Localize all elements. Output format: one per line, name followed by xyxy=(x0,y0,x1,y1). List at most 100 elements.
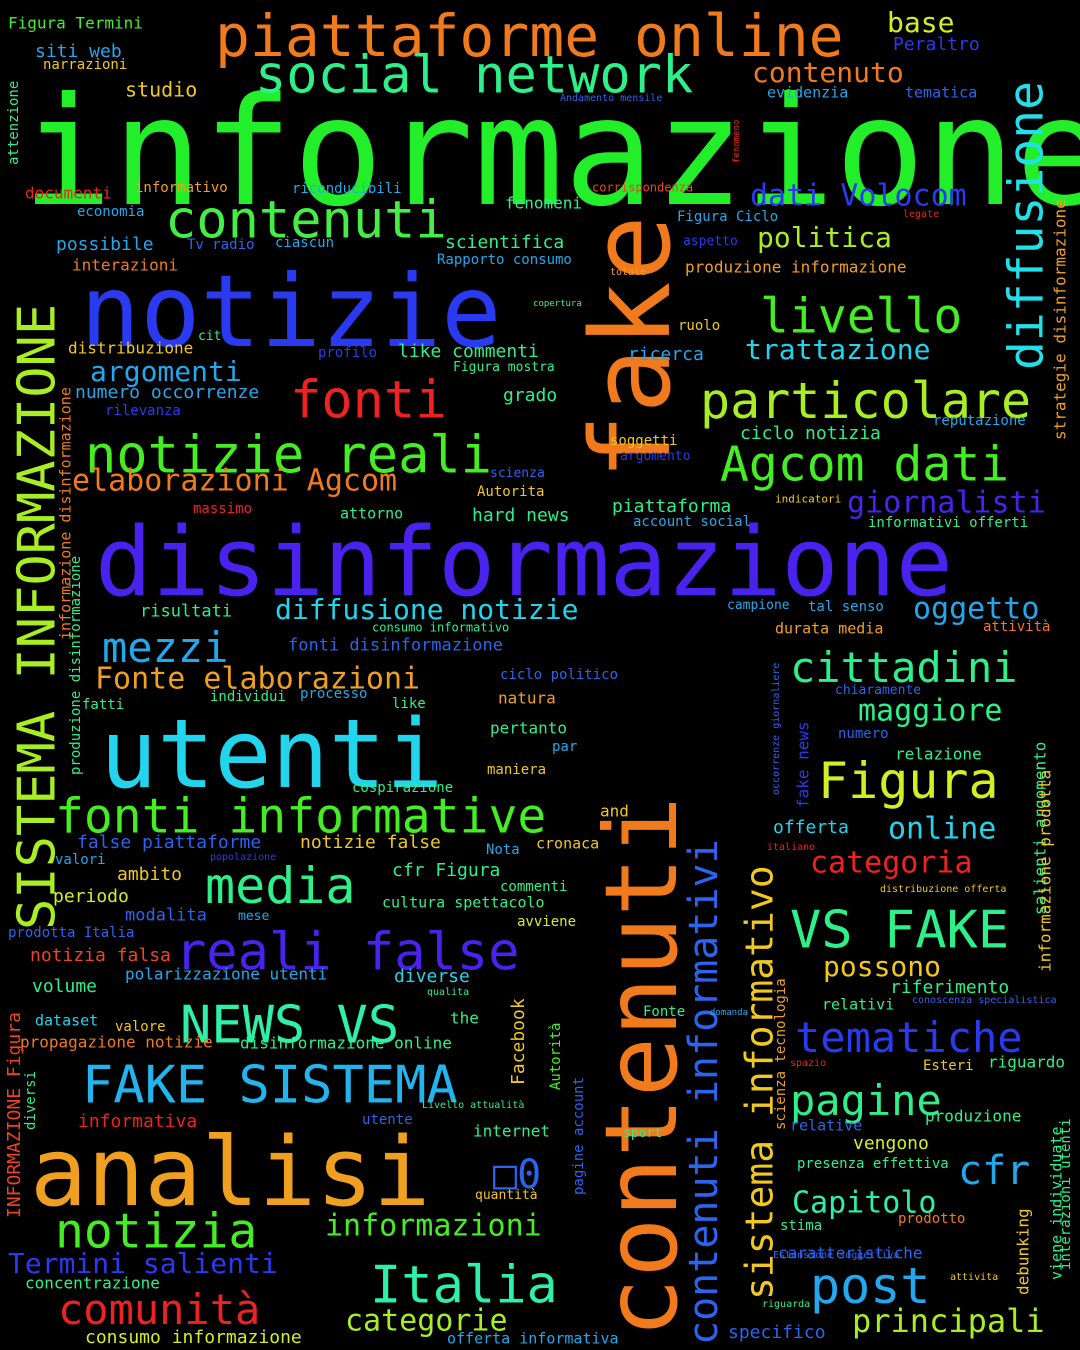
word-durata-media: durata media xyxy=(775,619,884,638)
word-mezzi: mezzi xyxy=(102,623,229,673)
word-informativi-offerti: informativi offerti xyxy=(868,515,1029,532)
word-consumo-informazione: consumo informazione xyxy=(85,1326,302,1348)
word-commenti: commenti xyxy=(500,879,568,896)
word-dati-volocom: dati Volocom xyxy=(750,178,967,214)
word-attenzione: attenzione xyxy=(6,80,23,165)
word-diverse: diverse xyxy=(394,965,470,987)
word-contenuto: contenuto xyxy=(752,56,904,90)
word-consumo-informativo: consumo informativo xyxy=(372,620,510,635)
word-facebook: Facebook xyxy=(507,998,529,1085)
word-documenti: documenti xyxy=(25,183,112,203)
word-informazione: informazione xyxy=(22,66,1080,240)
word-spazio: spazio xyxy=(790,1058,827,1070)
word-tematica: tematica xyxy=(905,83,978,102)
word-relazione: relazione xyxy=(895,744,982,764)
word-figura-termini: Figura Termini xyxy=(8,13,143,33)
word-prodotto: prodotto xyxy=(898,1211,966,1228)
word-cit: cit xyxy=(198,328,222,344)
word-disinformazione-online: disinformazione online xyxy=(240,1033,452,1053)
word-like: like xyxy=(392,696,426,713)
word-indicatori: indicatori xyxy=(775,492,842,506)
word-narrazioni: narrazioni xyxy=(43,57,128,74)
word-maggiore: maggiore xyxy=(858,693,1003,729)
word-argomento: argomento xyxy=(620,448,691,464)
word-maniera: maniera xyxy=(487,762,547,779)
word-cittadini: cittadini xyxy=(790,643,1018,693)
word-produzione-disinformazione: produzione disinformazione xyxy=(68,555,85,775)
word-andamento-mensile: Andamento mensile xyxy=(560,93,663,105)
word-attivita: attivita xyxy=(950,1272,999,1284)
word-informazione-prodotta: informazione prodotta xyxy=(1035,769,1055,972)
word-ricerca: ricerca xyxy=(628,343,704,365)
word-cronaca: cronaca xyxy=(536,834,600,853)
word-polarizzazione-utenti: polarizzazione utenti xyxy=(125,964,328,984)
word-profilo: profilo xyxy=(318,345,378,362)
word-ciascun: ciascun xyxy=(275,235,335,252)
word-stima: stima xyxy=(780,1218,823,1235)
word-possibile: possibile xyxy=(56,233,154,255)
word-diffusione: diffusione xyxy=(998,81,1055,370)
word-periodo: periodo xyxy=(53,885,129,907)
word-0: □0 xyxy=(493,1151,542,1198)
word-debunking: debunking xyxy=(1013,1208,1033,1295)
word-campione: campione xyxy=(727,597,790,613)
word-hard-news: hard news xyxy=(472,504,570,526)
word-pagine-account: pagine account xyxy=(571,1076,588,1195)
word-evidenzia: evidenzia xyxy=(767,83,849,102)
word-fonti-disinformazione: fonti disinformazione xyxy=(288,635,503,656)
word-tv-radio: Tv radio xyxy=(187,237,255,254)
word-utenti: utenti xyxy=(100,699,444,810)
word-occorrenze-giornaliere: occorrenze giornaliere xyxy=(771,662,783,795)
word-esteri: Esteri xyxy=(923,1058,974,1075)
word-chiaramente: chiaramente xyxy=(835,682,922,698)
word-economia: economia xyxy=(77,204,145,221)
word-media: media xyxy=(205,857,356,915)
word-scienza: scienza xyxy=(490,465,545,481)
word-termini-salienti: Termini salienti xyxy=(8,1247,278,1281)
word-mese: mese xyxy=(238,908,270,924)
word-giornalisti: giornalisti xyxy=(847,485,1046,521)
word-risultati: risultati xyxy=(140,601,233,622)
word-valore: valore xyxy=(115,1019,166,1036)
word-ambito: ambito xyxy=(117,863,183,885)
word-pertanto: pertanto xyxy=(490,718,568,738)
word-informativa: informativa xyxy=(78,1110,198,1132)
word-aspetto: aspetto xyxy=(683,233,738,249)
word-figura-mostra: Figura mostra xyxy=(453,359,555,375)
word-ruolo: ruolo xyxy=(678,318,721,335)
word-presenza-effettiva: presenza effettiva xyxy=(797,1156,949,1173)
word-legate: legate xyxy=(903,209,940,221)
word-analisi: analisi xyxy=(30,1117,431,1228)
word-account-social: account social xyxy=(633,514,752,531)
word-massimo: massimo xyxy=(193,501,253,518)
word-riferimento: riferimento xyxy=(890,976,1010,998)
word-piattaforma: piattaforma xyxy=(612,495,732,517)
word-notizie-reali: notizie reali xyxy=(85,425,492,486)
word-figura-ciclo: Figura Ciclo xyxy=(677,209,779,226)
word-post: post xyxy=(810,1257,931,1315)
word-and: and xyxy=(600,801,629,821)
word-attivit: attività xyxy=(983,619,1051,636)
word-copertura: copertura xyxy=(533,298,582,309)
word-italia: Italia xyxy=(370,1255,558,1316)
word-offerta: offerta xyxy=(773,816,849,838)
word-ciclo-notizia: ciclo notizia xyxy=(740,422,881,444)
word-elaborazioni-agcom: elaborazioni Agcom xyxy=(72,463,398,499)
word-fonti-informative: fonti informative xyxy=(55,788,547,845)
word-false-piattaforme: false piattaforme xyxy=(77,831,262,853)
word-distribuzione-offerta: distribuzione offerta xyxy=(880,884,1007,896)
word-rapporto-consumo: Rapporto consumo xyxy=(437,252,572,269)
word-reali-false: reali false xyxy=(175,922,520,983)
word-utente: utente xyxy=(362,1112,413,1129)
word-relative: relative xyxy=(790,1116,863,1135)
word-numero-occorrenze: numero occorrenze xyxy=(75,381,260,403)
word-scientifica: scientifica xyxy=(445,231,565,253)
word-qualita: qualita xyxy=(427,987,470,999)
word-fenomeni: fenomeni xyxy=(505,193,583,213)
word-relativi: relativi xyxy=(822,995,895,1014)
word-modalita: modalita xyxy=(125,905,207,926)
word-specifico: specifico xyxy=(728,1321,826,1343)
word-particolare: particolare xyxy=(700,372,1032,430)
word-diffusione-notizie: diffusione notizie xyxy=(275,593,579,627)
word-nota: Nota xyxy=(486,842,520,859)
